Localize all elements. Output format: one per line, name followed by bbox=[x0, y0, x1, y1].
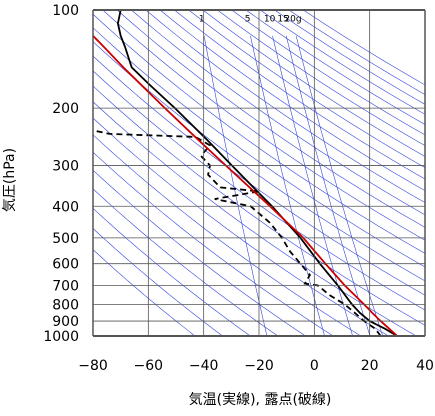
dry-adiabat bbox=[0, 10, 223, 336]
mixing-ratio-label: 10 bbox=[264, 14, 276, 24]
x-axis-label: 気温(実線), 露点(破線) bbox=[189, 392, 332, 408]
mixing-ratio-label: 20g bbox=[284, 14, 301, 24]
dry-adiabat bbox=[89, 10, 435, 336]
y-axis-label: 気圧(hPa) bbox=[2, 148, 18, 212]
mixing-ratio-line bbox=[250, 36, 324, 336]
y-tick-label: 500 bbox=[52, 231, 79, 247]
dry-adiabat bbox=[217, 10, 435, 336]
dewpoint-line bbox=[96, 131, 381, 336]
dry-adiabat bbox=[0, 10, 195, 336]
x-tick-label: −20 bbox=[244, 358, 274, 374]
dry-adiabat bbox=[0, 10, 306, 336]
mixing-ratio-line bbox=[204, 36, 267, 336]
dry-adiabat bbox=[174, 10, 435, 336]
dry-adiabat bbox=[0, 10, 333, 336]
x-tick-label: 0 bbox=[310, 358, 319, 374]
dry-adiabat bbox=[17, 10, 435, 336]
y-tick-label: 800 bbox=[52, 297, 79, 313]
dry-adiabat bbox=[146, 10, 435, 336]
y-tick-label: 600 bbox=[52, 257, 79, 273]
mixing-ratio-line bbox=[286, 36, 370, 336]
x-tick-label: 20 bbox=[361, 358, 379, 374]
x-tick-label: −40 bbox=[189, 358, 219, 374]
y-tick-label: 1000 bbox=[43, 329, 79, 345]
dry-adiabat bbox=[0, 10, 278, 336]
y-tick-label: 300 bbox=[52, 159, 79, 175]
dry-adiabat bbox=[160, 10, 435, 336]
dry-adiabat bbox=[131, 10, 435, 336]
y-tick-label: 100 bbox=[52, 3, 79, 19]
y-tick-label: 700 bbox=[52, 279, 79, 295]
dry-adiabat bbox=[203, 10, 435, 336]
dry-adiabat bbox=[0, 10, 250, 336]
dry-adiabat bbox=[303, 10, 435, 336]
y-tick-label: 200 bbox=[52, 101, 79, 117]
dry-adiabat bbox=[246, 10, 435, 336]
x-tick-label: 40 bbox=[416, 358, 434, 374]
y-tick-label: 900 bbox=[52, 314, 79, 330]
dry-adiabat bbox=[189, 10, 435, 336]
x-tick-label: −80 bbox=[78, 358, 108, 374]
x-tick-label: −60 bbox=[134, 358, 164, 374]
y-tick-label: 400 bbox=[52, 199, 79, 215]
mixing-ratio-label: 5 bbox=[245, 14, 251, 24]
dry-adiabat bbox=[117, 10, 435, 336]
